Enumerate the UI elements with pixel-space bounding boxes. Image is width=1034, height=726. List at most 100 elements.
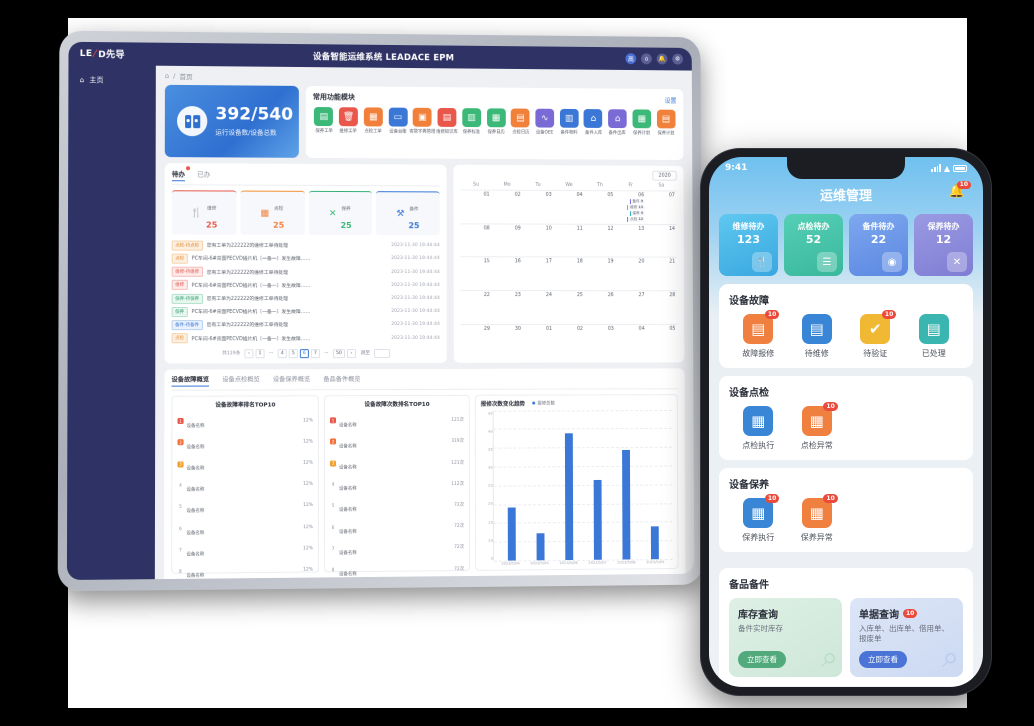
function-module-15[interactable]: ▤ 保养计划 [655,109,676,137]
phone-menu-item-待维修[interactable]: ▤ 待维修 [788,314,847,359]
calendar-day[interactable]: 22 [461,291,492,324]
function-module-1[interactable]: ▤ 保养工单 [313,107,335,134]
calendar-day[interactable]: 06 备件 5 维修 13 保养 5 点检 12 [615,191,646,223]
spare-card-单据查询[interactable]: 单据查询 10 入库单、出库单、借用单、报废单 立即查看 ⌕ [850,598,963,678]
calendar-day[interactable]: 23 [492,291,523,324]
function-module-12[interactable]: ⌂ 备件入库 [583,109,604,136]
function-module-11[interactable]: ▥ 备件物料 [558,108,579,136]
card-button[interactable]: 立即查看 [859,651,907,669]
calendar-day[interactable]: 19 [585,258,616,290]
todo-stat-备件[interactable]: ⚒ 备件 25 [376,191,440,236]
calendar-day[interactable]: 16 [492,258,523,291]
todo-stat-保养[interactable]: ✕ 保养 25 [308,190,373,236]
calendar-day[interactable]: 02 [554,325,585,358]
calendar-day[interactable]: 09 [492,224,523,257]
function-module-6[interactable]: ▤ 维修知识库 [436,107,458,135]
function-module-13[interactable]: ⌂ 备件出库 [607,109,628,136]
spare-card-库存查询[interactable]: 库存查询 备件实时库存 立即查看 ⌕ [729,598,842,678]
chart-tab-3[interactable]: 设备保养概览 [272,375,311,384]
todo-list-item[interactable]: 维修 PC车间-6#背面PECVD插片机〔一备一〕发生故障…… 2023-11-30… [171,279,440,292]
phone-menu-item-故障报修[interactable]: ▤ 10 故障报修 [729,310,788,359]
pagination-page-4[interactable]: 4 [277,348,287,358]
calendar-day[interactable]: 28 [646,291,677,323]
todo-list-item[interactable]: 保养 PC车间-6#背面PECVD插片机〔一备一〕发生故障…… 2023-11-30… [171,305,440,318]
function-module-5[interactable]: ▣ 客管字典管理 [409,107,435,135]
pagination-page-7[interactable]: 7 [310,348,320,358]
function-module-8[interactable]: ▦ 保养日历 [485,108,507,135]
calendar-day[interactable]: 15 [461,258,492,291]
calendar-day[interactable]: 01 [460,191,491,224]
function-module-14[interactable]: ▦ 保养计划 [631,109,652,136]
phone-menu-item-点检执行[interactable]: ▦ 点检执行 [729,406,788,451]
calendar-day[interactable]: 08 [461,224,492,257]
phone-menu-item-保养执行[interactable]: ▦ 10 保养执行 [729,494,788,543]
calendar-day[interactable]: 27 [616,291,647,323]
todo-tab-2[interactable]: 已办 [197,170,211,179]
pagination-jump-input[interactable] [374,348,391,358]
chart-tab-4[interactable]: 备品备件概览 [323,375,361,383]
function-module-7[interactable]: ▥ 保养标准 [461,108,483,135]
todo-tab-1[interactable]: 待办 [171,166,191,182]
calendar-day[interactable]: 13 [615,225,646,257]
phone-menu-item-已处理[interactable]: ▤ 已处理 [905,314,964,359]
calendar-event[interactable]: 点检 12 [627,216,645,222]
phone-kpi-备件待办[interactable]: 备件待办 22 ◉ [849,214,908,276]
calendar-day[interactable]: 30 [492,325,523,358]
chart-tab-1[interactable]: 设备故障概览 [171,374,210,387]
calendar-day[interactable]: 18 [554,258,585,291]
pagination-next[interactable]: › [346,348,356,358]
calendar-event[interactable]: 备件 5 [629,199,645,205]
phone-kpi-点检待办[interactable]: 点检待办 52 ☰ [784,214,843,276]
phone-menu-item-保养异常[interactable]: ▦ 10 保养异常 [788,494,847,543]
gear-icon[interactable]: ⚙ [672,53,684,65]
todo-list-item[interactable]: 维修-待维修 您有工单为222222的维修工单待处理 2023-11-30 19:4… [171,265,440,279]
pagination-page-5[interactable]: 5 [288,348,298,358]
home-icon[interactable]: ⌂ [641,53,652,65]
pagination-prev[interactable]: ‹ [244,348,254,358]
calendar-day[interactable]: 03 [585,325,616,358]
todo-stat-维修[interactable]: 🍴 维修 25 [171,190,237,235]
calendar-day[interactable]: 11 [554,224,585,257]
bell-icon[interactable]: 🔔 [656,53,668,65]
function-module-4[interactable]: ▭ 设备台账 [387,107,409,135]
calendar-day[interactable]: 25 [554,291,585,324]
calendar-event[interactable]: 保养 5 [629,211,645,217]
todo-list-item[interactable]: 保养-待保养 您有工单为222222的维修工单待处理 2023-11-30 19:4… [171,292,440,305]
settings-link[interactable]: 设置 [664,97,677,105]
pagination-page-50[interactable]: 50 [332,348,345,358]
calendar-day[interactable]: 10 [523,224,554,257]
pagination-page-1[interactable]: 1 [255,348,265,358]
calendar-day[interactable]: 07 [646,191,677,223]
calendar-day[interactable]: 17 [523,258,554,291]
calendar-year-select[interactable]: 2020 [652,170,677,181]
phone-menu-item-点检异常[interactable]: ▦ 10 点检异常 [788,402,847,451]
calendar-event[interactable]: 维修 13 [627,205,645,211]
card-button[interactable]: 立即查看 [738,651,786,668]
todo-list-item[interactable]: 点检 PC车间-6#背面PECVD插片机〔一备一〕发生故障…… 2023-11-30… [171,252,440,266]
calendar-day[interactable]: 01 [523,325,554,358]
todo-list-item[interactable]: 点检 PC车间-6#背面PECVD插片机〔一备一〕发生故障…… 2023-11-30… [171,331,440,345]
pagination-page-6[interactable]: 6 [299,348,309,358]
function-module-10[interactable]: ∿ 设备OEE [534,108,555,136]
calendar-day[interactable]: 04 [616,325,647,357]
calendar-day[interactable]: 02 [492,191,523,224]
phone-kpi-维修待办[interactable]: 维修待办 123 🍴 [719,214,778,276]
calendar-day[interactable]: 29 [461,325,492,358]
todo-list-item[interactable]: 点检-待点检 您有工单为222222的维修工单待处理 2023-11-30 19:4… [171,239,440,253]
calendar-day[interactable]: 24 [523,291,554,324]
function-module-3[interactable]: ▦ 点检工单 [362,107,384,134]
calendar-day[interactable]: 21 [646,258,677,290]
function-module-2[interactable]: 🗑 维修工单 [338,107,360,134]
bell-icon[interactable]: 🔔 10 [949,181,971,199]
calendar-day[interactable]: 05 [584,191,615,224]
sidebar-item-home[interactable]: ⌂ 主页 [68,71,155,90]
chart-tab-2[interactable]: 设备点检概览 [222,376,260,384]
calendar-day[interactable]: 04 [554,191,585,224]
phone-menu-item-待验证[interactable]: ✔ 10 待验证 [846,310,905,359]
calendar-day[interactable]: 14 [646,225,677,257]
todo-list-item[interactable]: 备件-待备件 您有工单为222222的维修工单待处理 2023-11-30 19:4… [171,318,440,331]
calendar-day[interactable]: 20 [616,258,647,290]
function-module-9[interactable]: ▤ 点检日历 [510,108,532,135]
phone-kpi-保养待办[interactable]: 保养待办 12 ✕ [914,214,973,276]
user-avatar[interactable]: 高 [625,53,637,65]
